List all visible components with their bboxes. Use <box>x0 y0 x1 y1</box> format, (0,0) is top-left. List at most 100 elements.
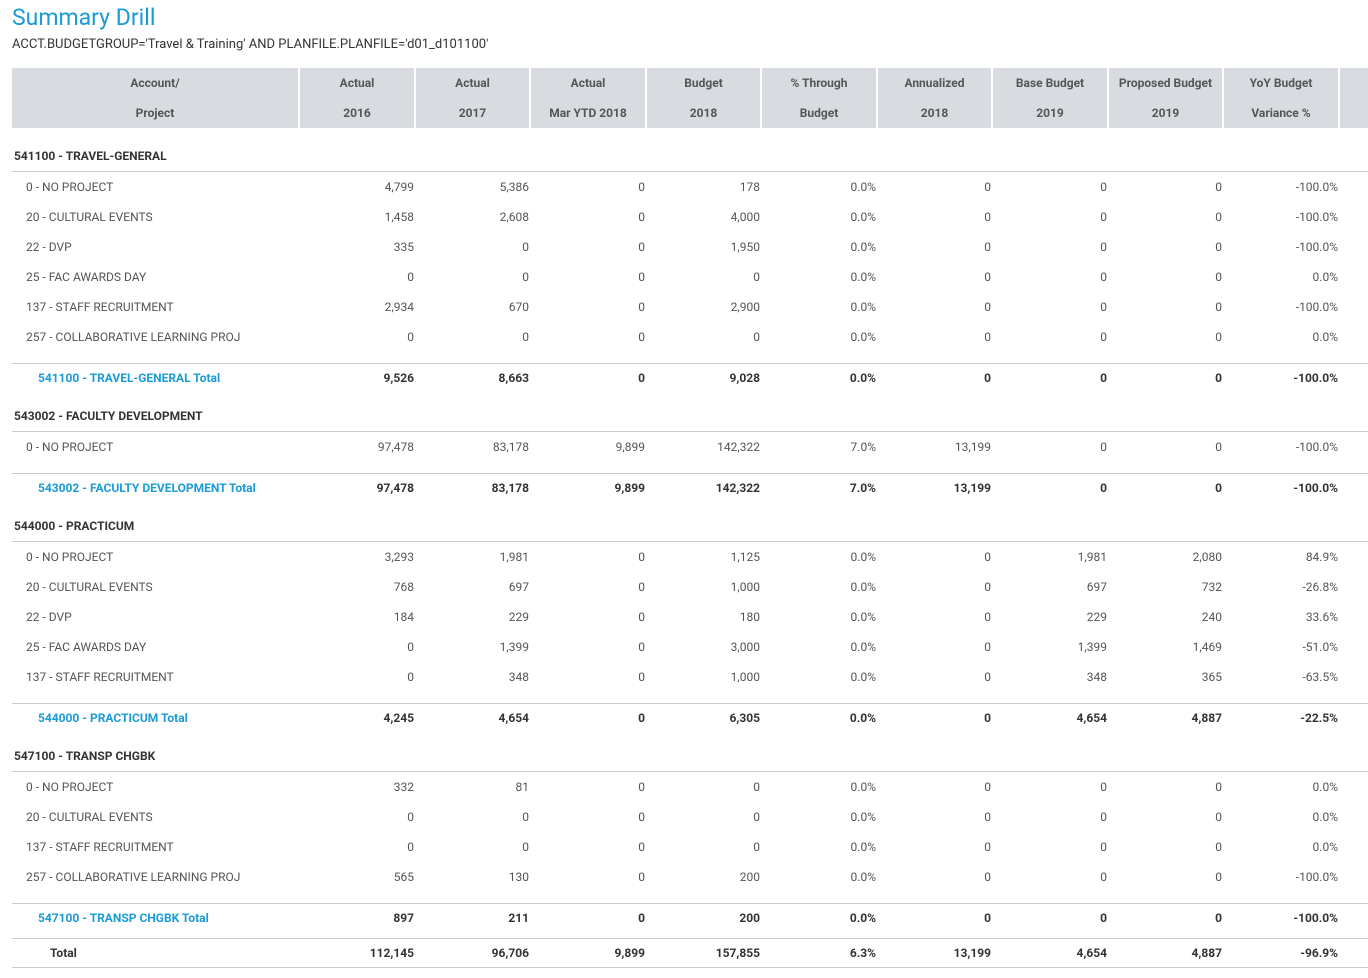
data-row: 0 - NO PROJECT 97,478 83,178 9,899 142,322 7.… <box>12 432 1368 462</box>
cell-value: 0 <box>1215 810 1222 824</box>
row-label: 137 - STAFF RECRUITMENT <box>26 840 174 854</box>
cell-value: 0 <box>522 240 529 254</box>
cell-value: 0 <box>1215 180 1222 194</box>
cell-value: 768 <box>393 580 414 594</box>
cell-value: 0 <box>1100 300 1107 314</box>
cell-value: 0 <box>1215 270 1222 284</box>
cell-value: 0 <box>984 180 991 194</box>
cell-value: 0.0% <box>1312 330 1338 344</box>
cell-value: 0 <box>984 840 991 854</box>
cell-value: 142,322 <box>715 481 760 495</box>
row-label: 257 - COLLABORATIVE LEARNING PROJ <box>26 330 241 344</box>
row-label: 25 - FAC AWARDS DAY <box>26 270 147 284</box>
cell-value: 0 <box>638 240 645 254</box>
cell-value: -100.0% <box>1295 240 1338 254</box>
column-header: Actual Mar YTD 2018 <box>531 68 647 128</box>
cell-value: 1,981 <box>1077 550 1107 564</box>
row-label: 22 - DVP <box>26 240 72 254</box>
column-header: Budget 2018 <box>647 68 762 128</box>
cell-value: 897 <box>393 911 414 925</box>
cell-value: 7.0% <box>849 481 876 495</box>
cell-value: 0 <box>753 810 760 824</box>
cell-value: 83,178 <box>492 440 529 454</box>
cell-value: 0 <box>638 911 645 925</box>
column-header-line: 2016 <box>343 106 371 120</box>
cell-value: 97,478 <box>376 481 414 495</box>
cell-value: -22.5% <box>1300 711 1338 725</box>
cell-value: 0 <box>753 270 760 284</box>
cell-value: 0 <box>1215 911 1222 925</box>
cell-value: 0 <box>984 610 991 624</box>
cell-value: 3,293 <box>384 550 414 564</box>
data-row: 22 - DVP 184 229 0 180 0.0% 0 229 240 33.6% <box>12 602 1368 632</box>
cell-value: 0 <box>984 711 991 725</box>
cell-value: 4,654 <box>498 711 530 725</box>
column-header-line: Actual <box>570 76 606 90</box>
data-row: 137 - STAFF RECRUITMENT 2,934 670 0 2,900 0.0… <box>12 292 1368 322</box>
cell-value: 1,125 <box>730 550 760 564</box>
row-label: 20 - CULTURAL EVENTS <box>26 810 153 824</box>
cell-value: 0 <box>1215 870 1222 884</box>
cell-value: 0 <box>1100 810 1107 824</box>
cell-value: -100.0% <box>1295 870 1338 884</box>
cell-value: 83,178 <box>491 481 529 495</box>
cell-value: 0.0% <box>1312 270 1338 284</box>
cell-value: 84.9% <box>1305 550 1338 564</box>
row-label: 257 - COLLABORATIVE LEARNING PROJ <box>26 870 241 884</box>
cell-value: 0 <box>638 371 645 385</box>
cell-value: 0 <box>984 210 991 224</box>
cell-value: 0 <box>753 780 760 794</box>
row-label: 20 - CULTURAL EVENTS <box>26 210 153 224</box>
cell-value: 0.0% <box>850 640 876 654</box>
column-header-line: 2019 <box>1151 106 1180 120</box>
cell-value: 240 <box>1201 610 1222 624</box>
cell-value: 1,458 <box>384 210 414 224</box>
cell-value: 0 <box>1100 870 1107 884</box>
cell-value: 13,199 <box>953 946 991 960</box>
cell-value: 0 <box>984 300 991 314</box>
cell-value: 0 <box>638 870 645 884</box>
cell-value: 0 <box>407 640 414 654</box>
cell-value: 0 <box>1100 371 1107 385</box>
data-row: 137 - STAFF RECRUITMENT 0 348 0 1,000 0.0% 0 34… <box>12 662 1368 692</box>
column-header-line: Mar YTD 2018 <box>549 106 627 120</box>
cell-value: 142,322 <box>717 440 760 454</box>
cell-value: 4,654 <box>1076 711 1108 725</box>
cell-value: 96,706 <box>491 946 529 960</box>
cell-value: 0 <box>753 330 760 344</box>
row-label: 22 - DVP <box>26 610 72 624</box>
column-header-line: 2017 <box>458 106 487 120</box>
column-header: Base Budget 2019 <box>993 68 1109 128</box>
cell-value: 0 <box>638 300 645 314</box>
cell-value: 670 <box>508 300 529 314</box>
cell-value: 0 <box>638 810 645 824</box>
cell-value: 0.0% <box>850 670 876 684</box>
cell-value: 0 <box>984 550 991 564</box>
row-label: 544000 - PRACTICUM Total <box>38 711 188 725</box>
row-label: 20 - CULTURAL EVENTS <box>26 580 153 594</box>
cell-value: -100.0% <box>1293 371 1338 385</box>
cell-value: 2,608 <box>499 210 529 224</box>
column-header-line: YoY Budget <box>1249 76 1313 90</box>
cell-value: 0 <box>1215 840 1222 854</box>
report-title: Summary Drill <box>12 4 156 31</box>
cell-value: 0 <box>1215 481 1222 495</box>
cell-value: 0 <box>638 550 645 564</box>
cell-value: 157,855 <box>715 946 760 960</box>
column-header: Actual 2016 <box>300 68 416 128</box>
summary-table: Account/Project Actual 2016 Actual 2017 Actua… <box>12 68 1368 968</box>
cell-value: 1,000 <box>730 670 760 684</box>
cell-value: 8,663 <box>498 371 530 385</box>
cell-value: -51.0% <box>1302 640 1338 654</box>
cell-value: 0 <box>638 180 645 194</box>
cell-value: 6.3% <box>849 946 876 960</box>
cell-value: 348 <box>508 670 529 684</box>
column-header-line: Budget <box>799 106 839 120</box>
cell-value: 697 <box>1086 580 1107 594</box>
column-header-line: Base Budget <box>1015 76 1085 90</box>
cell-value: 348 <box>1086 670 1107 684</box>
cell-value: 0.0% <box>850 330 876 344</box>
data-row: 0 - NO PROJECT 332 81 0 0 0.0% 0 0 0 0.0% <box>12 772 1368 802</box>
cell-value: 112,145 <box>369 946 414 960</box>
